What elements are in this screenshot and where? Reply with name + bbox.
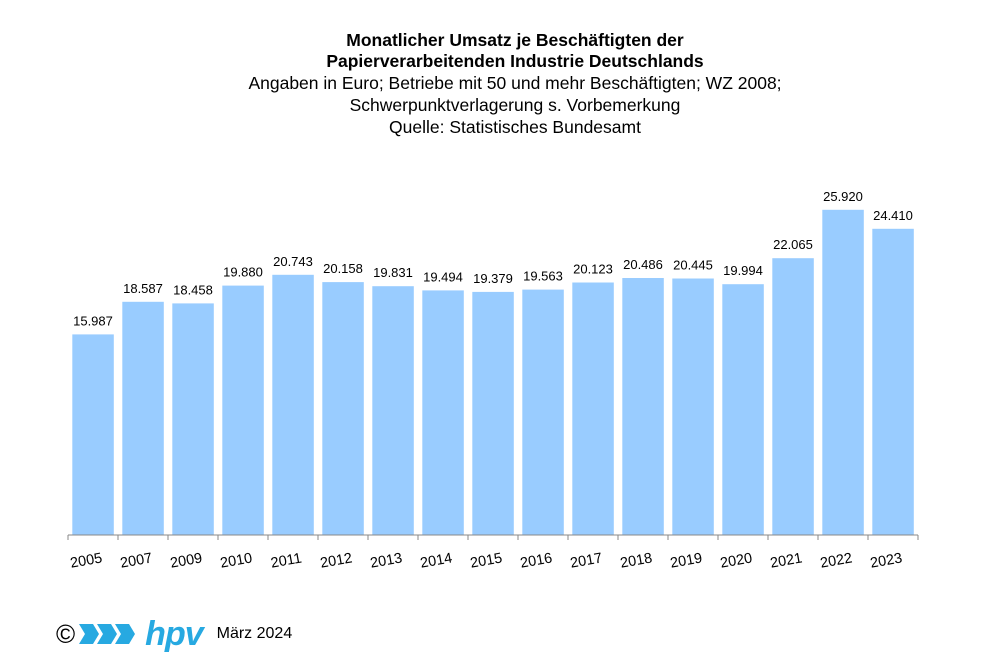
bar-2023 <box>872 228 914 536</box>
bar-2022 <box>822 209 864 536</box>
bar-2014 <box>422 290 464 535</box>
chart-subtitle-line-3: Quelle: Statistisches Bundesamt <box>389 117 641 137</box>
data-label-2010: 19.880 <box>223 265 263 280</box>
bar-2013 <box>372 286 414 535</box>
bar-2021 <box>772 258 814 535</box>
chart-subtitle-line-1: Angaben in Euro; Betriebe mit 50 und meh… <box>248 73 782 93</box>
data-label-2007: 18.587 <box>123 281 163 296</box>
chart-subtitle-line-2: Schwerpunktverlagerung s. Vorbemerkung <box>349 95 681 115</box>
x-tick-label-2009: 2009 <box>169 550 204 571</box>
chart-title-block: Monatlicher Umsatz je Beschäftigten der … <box>0 30 1000 138</box>
bar-2007 <box>122 301 164 535</box>
x-tick-label-2022: 2022 <box>819 550 854 571</box>
x-tick-label-2018: 2018 <box>619 550 654 571</box>
bar-2019 <box>672 278 714 535</box>
data-label-2020: 19.994 <box>723 263 763 278</box>
data-label-2018: 20.486 <box>623 257 663 272</box>
x-tick-label-2010: 2010 <box>219 550 254 571</box>
bar-2005 <box>72 334 114 535</box>
bar-2017 <box>572 282 614 535</box>
copyright-symbol: © <box>56 619 76 649</box>
x-tick-label-2005: 2005 <box>69 550 104 571</box>
data-label-2022: 25.920 <box>823 189 863 204</box>
x-tick-label-2020: 2020 <box>719 550 754 571</box>
hpv-logo-text: hpv <box>145 615 203 653</box>
data-label-2017: 20.123 <box>573 262 613 277</box>
data-label-2023: 24.410 <box>873 208 913 223</box>
x-tick-label-2015: 2015 <box>469 550 504 571</box>
data-label-2015: 19.379 <box>473 271 513 286</box>
hpv-logo-chevrons-icon <box>79 624 136 644</box>
x-tick-label-2023: 2023 <box>869 550 904 571</box>
data-label-2016: 19.563 <box>523 269 563 284</box>
data-label-2014: 19.494 <box>423 269 463 284</box>
data-label-2011: 20.743 <box>273 254 313 269</box>
data-label-2005: 15.987 <box>73 313 113 328</box>
bar-2015 <box>472 291 514 535</box>
footer: © hpv März 2024 <box>56 615 293 653</box>
bar-2020 <box>722 284 764 535</box>
x-tick-label-2016: 2016 <box>519 550 554 571</box>
x-tick-label-2019: 2019 <box>669 550 704 571</box>
data-label-2009: 18.458 <box>173 282 213 297</box>
data-label-2013: 19.831 <box>373 265 413 280</box>
x-tick-label-2007: 2007 <box>119 550 154 571</box>
bar-2016 <box>522 289 564 535</box>
x-tick-label-2013: 2013 <box>369 550 404 571</box>
data-label-2019: 20.445 <box>673 258 713 273</box>
bar-2018 <box>622 278 664 535</box>
chart-title-line-1: Monatlicher Umsatz je Beschäftigten der <box>346 30 684 50</box>
x-tick-label-2012: 2012 <box>319 550 354 571</box>
chart-title-line-2: Papierverarbeitenden Industrie Deutschla… <box>326 51 704 71</box>
data-label-2021: 22.065 <box>773 237 813 252</box>
x-tick-label-2017: 2017 <box>569 550 604 571</box>
bar-2012 <box>322 282 364 535</box>
x-tick-label-2011: 2011 <box>270 550 303 571</box>
data-label-2012: 20.158 <box>323 261 363 276</box>
x-tick-label-2021: 2021 <box>769 550 804 571</box>
bar-2009 <box>172 303 214 535</box>
publication-date: März 2024 <box>216 625 293 642</box>
x-tick-label-2014: 2014 <box>419 550 454 571</box>
bar-2010 <box>222 285 264 535</box>
bar-2011 <box>272 274 314 535</box>
